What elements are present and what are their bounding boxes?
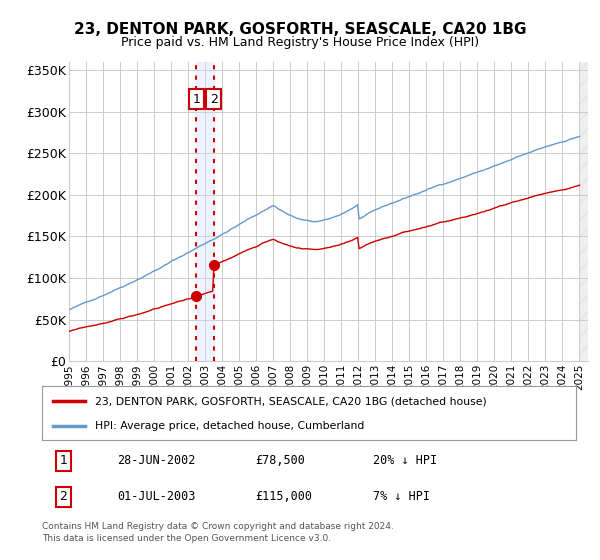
Text: 2: 2 [210,92,218,105]
Text: HPI: Average price, detached house, Cumberland: HPI: Average price, detached house, Cumb… [95,421,365,431]
Text: 1: 1 [59,454,67,467]
Text: 1: 1 [193,92,200,105]
Text: 01-JUL-2003: 01-JUL-2003 [117,491,195,503]
Text: 23, DENTON PARK, GOSFORTH, SEASCALE, CA20 1BG: 23, DENTON PARK, GOSFORTH, SEASCALE, CA2… [74,22,526,38]
Text: 28-JUN-2002: 28-JUN-2002 [117,454,195,467]
Text: This data is licensed under the Open Government Licence v3.0.: This data is licensed under the Open Gov… [42,534,331,543]
Text: £115,000: £115,000 [256,491,313,503]
Text: 20% ↓ HPI: 20% ↓ HPI [373,454,437,467]
Bar [580,62,588,361]
Text: £78,500: £78,500 [256,454,305,467]
Text: 23, DENTON PARK, GOSFORTH, SEASCALE, CA20 1BG (detached house): 23, DENTON PARK, GOSFORTH, SEASCALE, CA2… [95,396,487,407]
Text: 2: 2 [59,491,67,503]
Bar [196,62,214,361]
Text: Price paid vs. HM Land Registry's House Price Index (HPI): Price paid vs. HM Land Registry's House … [121,36,479,49]
Text: Contains HM Land Registry data © Crown copyright and database right 2024.: Contains HM Land Registry data © Crown c… [42,522,394,531]
Text: 7% ↓ HPI: 7% ↓ HPI [373,491,430,503]
